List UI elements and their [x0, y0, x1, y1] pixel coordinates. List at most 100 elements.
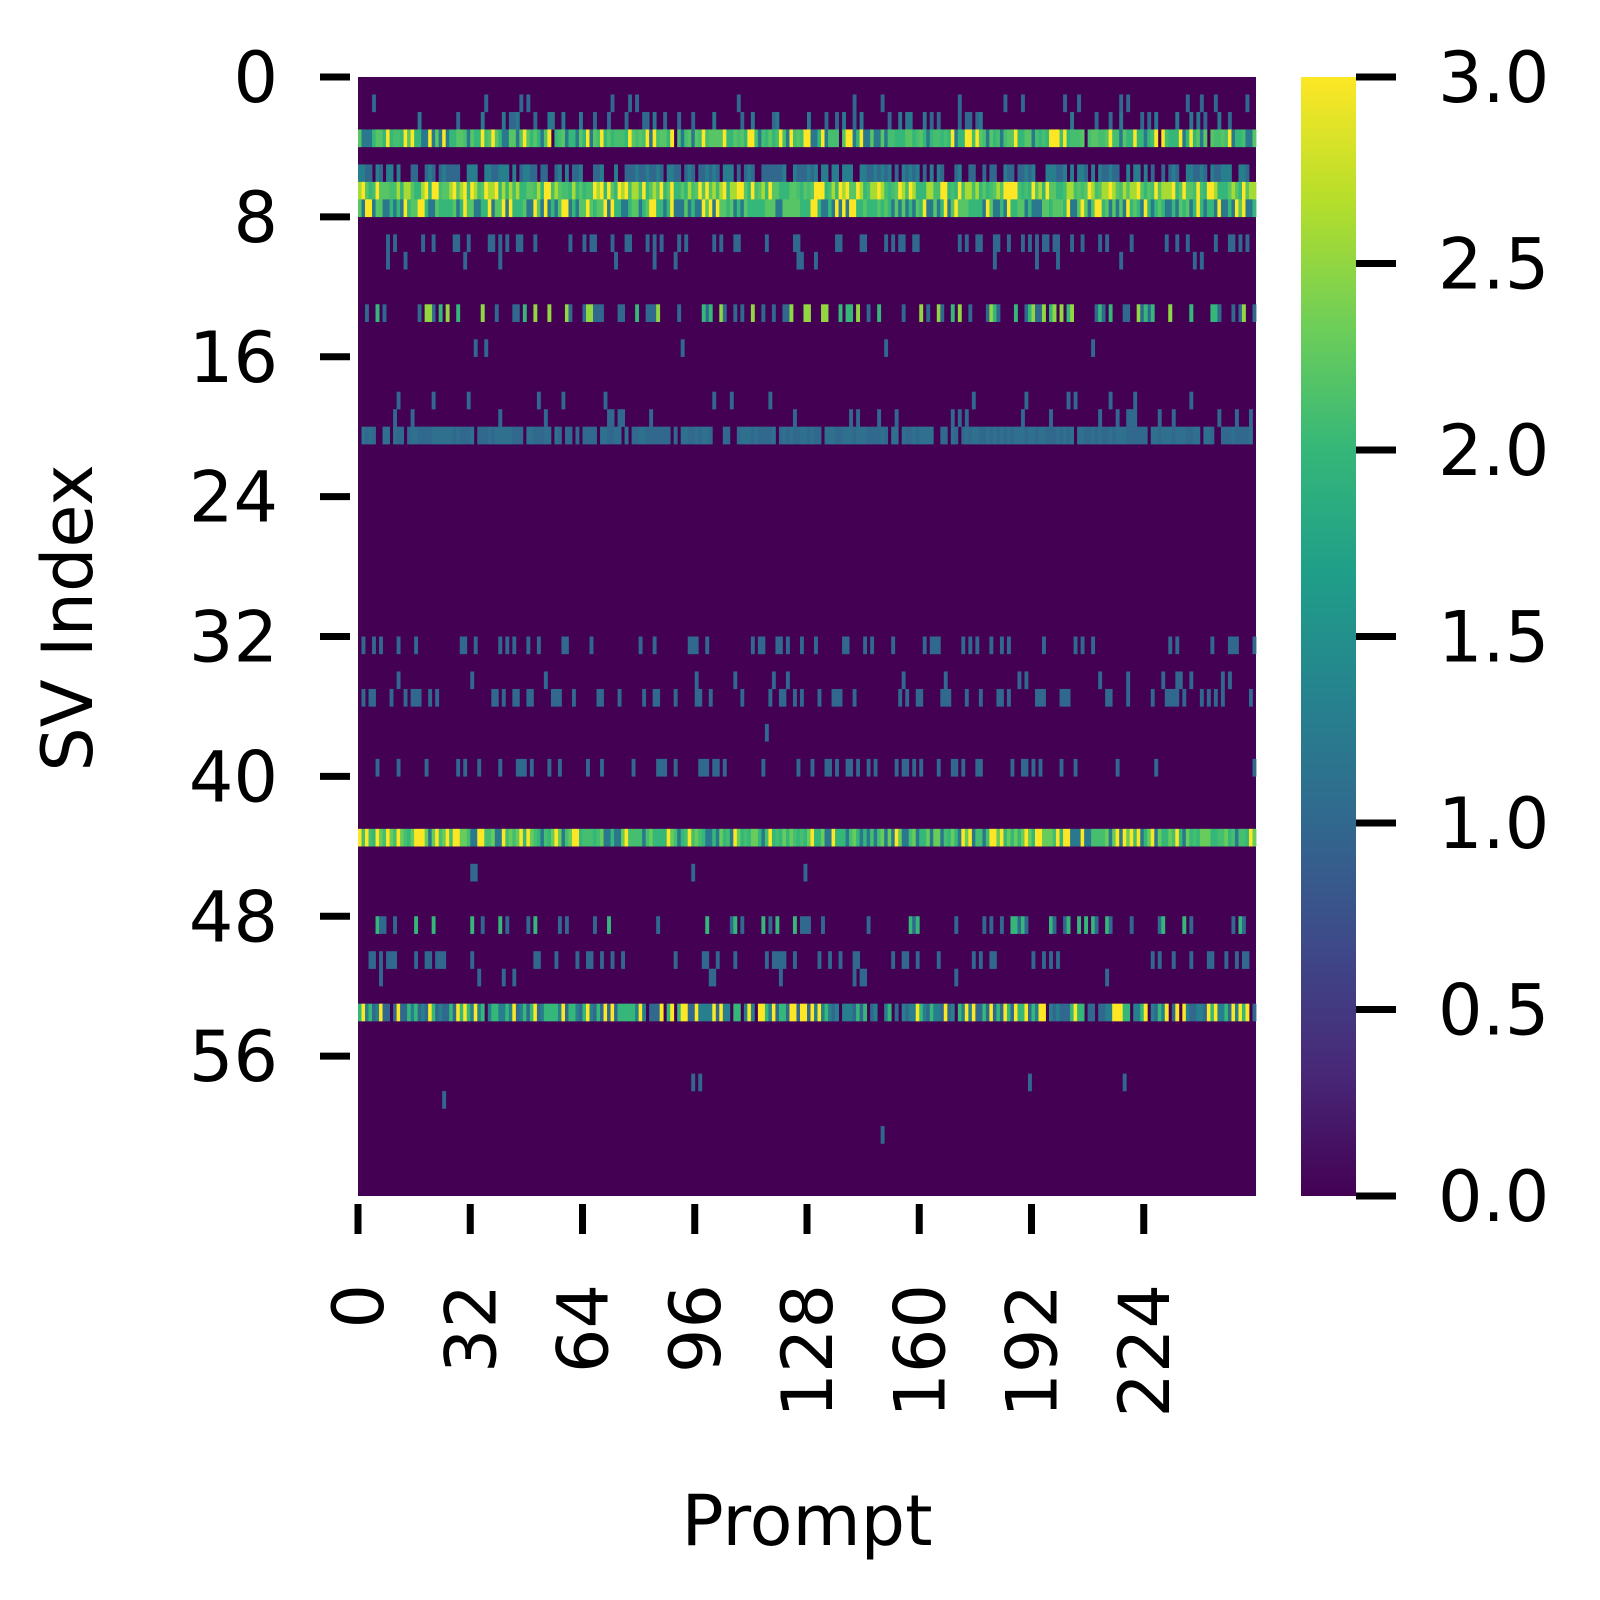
- heatmap-cell: [740, 304, 745, 322]
- heatmap-cell: [785, 199, 790, 218]
- heatmap-cell: [856, 758, 861, 777]
- heatmap-cell: [1175, 164, 1180, 183]
- heatmap-cell: [782, 164, 787, 183]
- heatmap-cell: [743, 426, 748, 445]
- heatmap-cell: [785, 304, 790, 322]
- heatmap-cell: [1210, 426, 1215, 445]
- heatmap-cell: [368, 199, 373, 218]
- heatmap-cell: [1147, 304, 1152, 322]
- heatmap-cell: [1031, 1003, 1036, 1022]
- heatmap-cell: [1070, 304, 1074, 322]
- heatmap-cell: [775, 636, 780, 655]
- heatmap-cell: [999, 688, 1004, 707]
- heatmap-cell: [1084, 828, 1089, 847]
- heatmap-cell: [1122, 828, 1127, 847]
- heatmap-cell: [603, 129, 608, 148]
- heatmap-cell: [1171, 688, 1176, 707]
- heatmap-cell: [908, 828, 913, 847]
- heatmap-cell: [877, 129, 882, 148]
- heatmap-cell: [719, 234, 724, 253]
- heatmap-cell: [1161, 828, 1166, 847]
- heatmap-cell: [922, 111, 927, 130]
- heatmap-cell: [1056, 426, 1060, 445]
- heatmap-cell: [1094, 426, 1099, 445]
- heatmap-cell: [621, 951, 625, 969]
- heatmap-cell: [424, 426, 429, 445]
- heatmap-cell: [463, 426, 468, 445]
- heatmap-cell: [771, 164, 776, 183]
- heatmap-cell: [954, 181, 959, 200]
- heatmap-cell: [1077, 164, 1082, 183]
- heatmap-cell: [985, 129, 990, 148]
- heatmap-cell: [824, 199, 829, 218]
- heatmap-cell: [568, 234, 573, 253]
- heatmap-cell: [386, 199, 390, 218]
- heatmap-cell: [954, 129, 959, 148]
- heatmap-cell: [617, 199, 622, 218]
- heatmap-cell: [389, 164, 394, 183]
- heatmap-cell: [922, 199, 927, 218]
- heatmap-cell: [628, 828, 633, 847]
- heatmap-cell: [487, 129, 492, 148]
- heatmap-cell: [470, 828, 475, 847]
- heatmap-cell: [705, 129, 710, 148]
- heatmap-cell: [1161, 164, 1166, 183]
- heatmap-cell: [1115, 409, 1120, 427]
- heatmap-cell: [477, 828, 482, 847]
- heatmap-cell: [1020, 409, 1025, 427]
- heatmap-cell: [649, 199, 654, 218]
- heatmap-cell: [1213, 199, 1218, 218]
- heatmap-cell: [1042, 304, 1046, 322]
- heatmap-cell: [1003, 94, 1008, 113]
- heatmap-cell: [719, 199, 724, 218]
- heatmap-cell: [1115, 758, 1120, 777]
- heatmap-cell: [859, 426, 864, 445]
- heatmap-cell: [673, 251, 678, 270]
- heatmap-cell: [789, 426, 794, 445]
- heatmap-cell: [365, 304, 369, 322]
- heatmap-cell: [754, 426, 759, 445]
- heatmap-cell: [1182, 129, 1187, 148]
- heatmap-cell: [863, 234, 868, 253]
- heatmap-cell: [621, 828, 625, 847]
- heatmap-cell: [901, 199, 906, 218]
- heatmap-cell: [1084, 199, 1089, 218]
- heatmap-cell: [526, 129, 531, 148]
- heatmap-cell: [1129, 234, 1134, 253]
- heatmap-cell: [1248, 828, 1253, 847]
- heatmap-cell: [445, 181, 450, 200]
- heatmap-cell: [708, 1003, 713, 1022]
- heatmap-cell: [670, 164, 675, 183]
- heatmap-cell: [1192, 1003, 1197, 1022]
- heatmap-cell: [964, 688, 969, 707]
- heatmap-cell: [554, 426, 559, 445]
- heatmap-cell: [673, 181, 678, 200]
- heatmap-cell: [1119, 251, 1124, 270]
- heatmap-cell: [557, 129, 562, 148]
- heatmap-cell: [950, 828, 955, 847]
- heatmap-cell: [764, 1003, 769, 1022]
- heatmap-cell: [638, 129, 643, 148]
- heatmap-cell: [396, 199, 401, 218]
- heatmap-cell: [463, 199, 468, 218]
- heatmap-cell: [379, 916, 383, 934]
- heatmap-cell: [494, 304, 499, 322]
- heatmap-cell: [543, 181, 548, 200]
- heatmap-cell: [515, 426, 520, 445]
- heatmap-cell: [1101, 129, 1106, 148]
- heatmap-cell: [494, 1003, 499, 1022]
- heatmap-cell: [508, 1003, 513, 1022]
- heatmap-cell: [1115, 828, 1120, 847]
- heatmap-cell: [1241, 304, 1246, 322]
- heatmap-cell: [1220, 1003, 1225, 1022]
- heatmap-cell: [1227, 164, 1232, 183]
- heatmap-cell: [733, 181, 738, 200]
- heatmap-cell: [1080, 181, 1085, 200]
- heatmap-cell: [785, 636, 790, 655]
- heatmap-cell: [368, 181, 373, 200]
- heatmap-cell: [768, 426, 773, 445]
- heatmap-cell: [452, 181, 457, 200]
- heatmap-cell: [680, 339, 685, 357]
- heatmap-cell: [382, 916, 387, 934]
- heatmap-cell: [1031, 951, 1036, 969]
